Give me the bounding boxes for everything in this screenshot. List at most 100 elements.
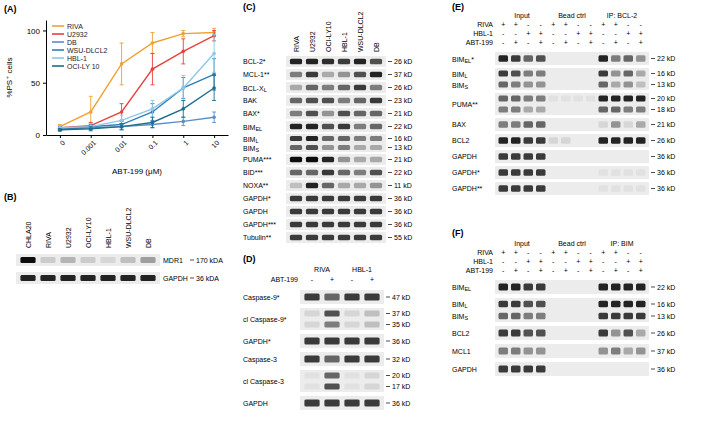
axis-line <box>46 21 47 136</box>
condition-sign: - <box>515 30 518 37</box>
point <box>151 67 155 71</box>
group-label: Bead ctrl <box>558 12 586 19</box>
condition-sign: + <box>614 249 618 256</box>
band <box>499 348 509 355</box>
band <box>370 145 382 150</box>
legend-label: OCI-LY 10 <box>67 63 100 70</box>
band <box>574 81 584 87</box>
point <box>120 119 124 123</box>
panel-label: (F) <box>452 228 464 238</box>
band <box>599 70 609 76</box>
blot-strip <box>16 272 160 284</box>
band <box>536 330 546 337</box>
band <box>306 222 318 228</box>
blot-strip <box>286 108 386 119</box>
band <box>290 170 302 176</box>
band <box>324 310 339 316</box>
label-subscript: L <box>264 87 267 93</box>
band <box>549 106 559 112</box>
label-text: BIM <box>243 144 256 151</box>
y-axis: 050100 <box>27 21 47 141</box>
band <box>338 136 350 141</box>
axis-line <box>47 135 229 136</box>
lane-label: HBL-1 <box>105 228 112 248</box>
row-label: BIMEL <box>243 123 262 132</box>
blot-strip <box>495 362 649 376</box>
band <box>611 348 621 355</box>
band <box>306 98 318 104</box>
band <box>354 183 366 189</box>
blot-strip <box>495 326 649 340</box>
band <box>636 366 646 373</box>
band <box>586 95 596 101</box>
band <box>304 372 319 378</box>
band <box>524 95 534 101</box>
point <box>181 32 185 36</box>
blot-strip <box>300 334 384 348</box>
band <box>524 81 534 87</box>
error-bar <box>212 112 216 122</box>
blot-strip <box>286 69 386 80</box>
row-label: BIMS <box>243 144 259 153</box>
band <box>322 183 334 189</box>
tick-mark <box>183 135 184 138</box>
y-tick: 100 <box>27 27 46 36</box>
band <box>370 98 382 104</box>
row-label: GAPDH* <box>452 169 480 176</box>
band <box>574 185 584 192</box>
size-tick <box>388 185 392 186</box>
band <box>338 145 350 150</box>
size-tick <box>651 124 655 125</box>
band <box>524 301 534 308</box>
lane-label: DB <box>145 238 152 248</box>
condition-sign: + <box>330 276 334 283</box>
figure: (A)05010000.0010.010.1110RIVAU2932DBWSU-… <box>0 0 709 448</box>
row-label: BIMEL <box>452 284 471 293</box>
band <box>511 106 521 112</box>
blot-strip <box>300 370 384 392</box>
band <box>561 95 571 101</box>
band <box>574 169 584 176</box>
size-tick <box>651 369 655 370</box>
band <box>611 137 621 144</box>
blot-strip <box>286 167 386 178</box>
band <box>499 185 509 192</box>
band <box>524 313 534 320</box>
condition-sign: - <box>540 249 543 256</box>
condition-label: RIVA <box>477 21 493 28</box>
x-tick: 0.1 <box>147 135 159 151</box>
band <box>306 196 318 202</box>
band <box>304 356 319 363</box>
band <box>338 209 350 215</box>
band <box>322 209 334 215</box>
band <box>599 55 609 62</box>
band <box>511 284 521 291</box>
band <box>586 330 596 337</box>
band <box>322 196 334 202</box>
band <box>511 348 521 355</box>
condition-sign: - <box>552 267 555 274</box>
band <box>354 136 366 141</box>
condition-label: ABT-199 <box>466 39 493 46</box>
error-bar <box>120 124 124 130</box>
band <box>586 70 596 76</box>
band <box>322 124 334 130</box>
lane-label: OCI-LY10 <box>325 21 332 52</box>
band <box>636 70 646 76</box>
band <box>561 153 571 160</box>
error-bar <box>120 43 124 85</box>
condition-sign: - <box>502 30 505 37</box>
tick-mark <box>152 135 153 138</box>
blot-strip <box>286 193 386 204</box>
label-text: BIM <box>243 135 256 142</box>
x-tick: 1 <box>182 135 190 147</box>
error-bar <box>120 124 124 130</box>
condition-sign: - <box>552 258 555 265</box>
band <box>624 55 634 62</box>
lane-label: U2932 <box>65 227 72 248</box>
band <box>364 400 379 407</box>
series-line <box>60 53 214 127</box>
label-text: BIM <box>452 313 465 320</box>
point <box>181 86 185 90</box>
band <box>586 348 596 355</box>
